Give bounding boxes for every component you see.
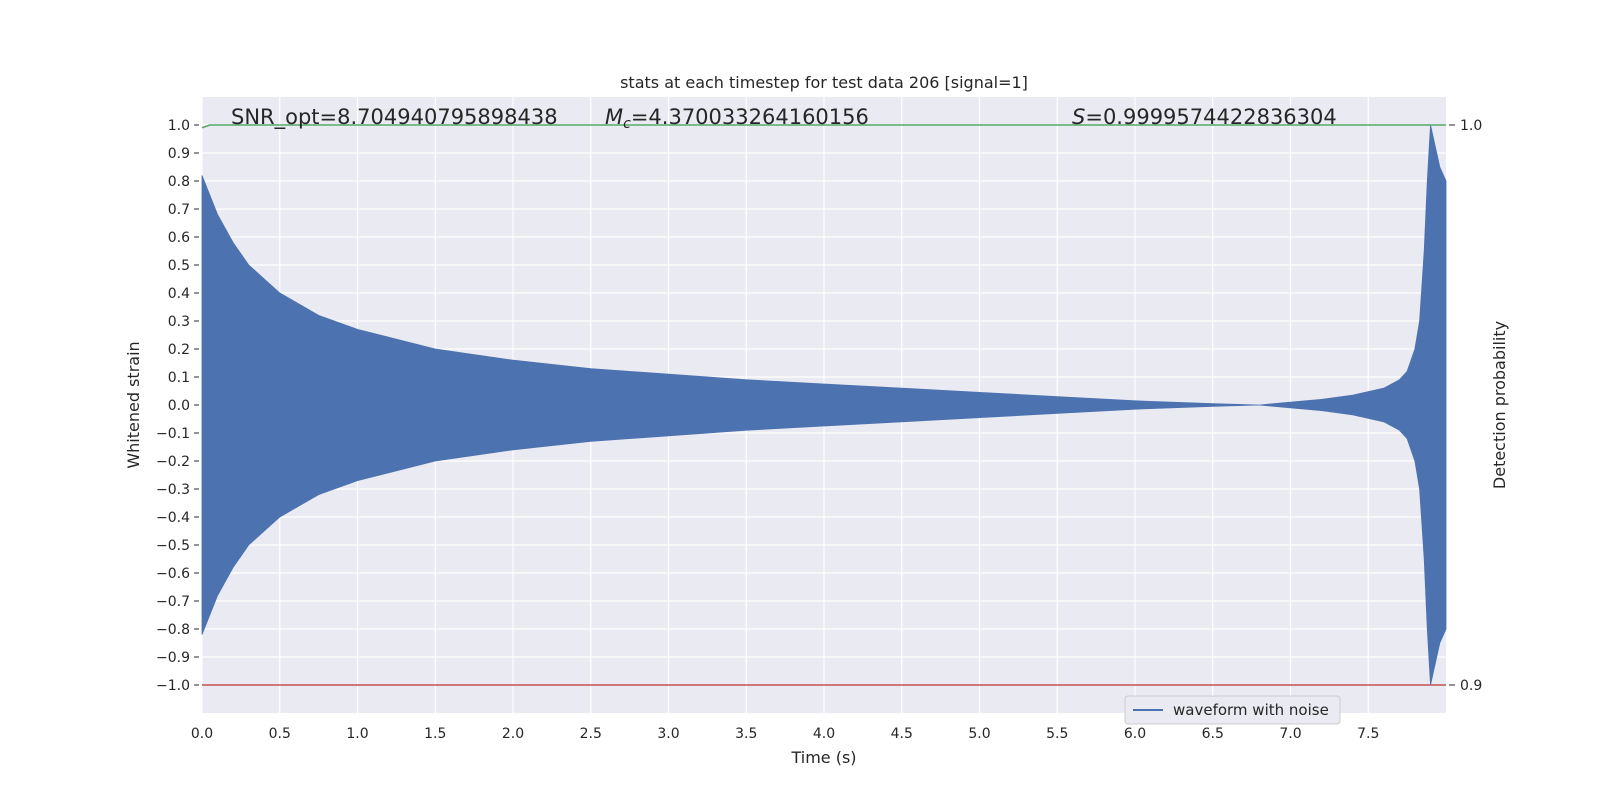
snr-annotation: SNR_opt=8.704940795898438 [231, 105, 558, 130]
x-tick-label: 5.0 [968, 726, 990, 742]
x-tick-label: 1.0 [346, 726, 368, 742]
x-tick-label: 5.5 [1046, 726, 1068, 742]
y-tick-label: 0.5 [168, 258, 190, 274]
x-tick-label: 0.5 [269, 726, 291, 742]
series-detection-probability [201, 124, 1446, 129]
legend-entry-waveform: waveform with noise [1173, 701, 1329, 719]
y2-tick-label: 1.0 [1460, 118, 1482, 134]
y-tick-label: −0.7 [156, 594, 190, 610]
x-tick-label: 2.5 [580, 726, 602, 742]
y-tick-label: 0.8 [168, 174, 190, 190]
y-axis-ticks: 1.0 0.9 0.8 0.7 0.6 0.5 0.4 0.3 0.2 0.1 0.0 −0.1 −0.… [156, 118, 199, 694]
y2-axis-ticks: 1.0 0.9 [1449, 118, 1482, 694]
x-tick-label: 7.5 [1357, 726, 1379, 742]
y-tick-label: −0.9 [156, 650, 190, 666]
y-tick-label: −0.4 [156, 510, 190, 526]
x-tick-label: 0.0 [191, 726, 213, 742]
y-tick-label: −0.8 [156, 622, 190, 638]
series-layer [201, 124, 1447, 686]
x-tick-label: 4.5 [891, 726, 913, 742]
y-tick-label: 0.2 [168, 342, 190, 358]
y-tick-label: 0.7 [168, 202, 190, 218]
x-axis-ticks: 0.0 0.5 1.0 1.5 2.0 2.5 3.0 3.5 4.0 4.5 5.0 5.5 6.0 6… [191, 726, 1380, 742]
y-tick-label: 0.3 [168, 314, 190, 330]
x-tick-label: 6.5 [1202, 726, 1224, 742]
y-tick-label: 0.1 [168, 370, 190, 386]
y-tick-label: 0.0 [168, 398, 190, 414]
legend-box [1124, 695, 1341, 725]
y-tick-label: −1.0 [156, 678, 190, 694]
series-waveform-with-noise [201, 124, 1447, 686]
x-axis-label: Time (s) [790, 748, 856, 767]
x-tick-label: 3.5 [735, 726, 757, 742]
y-tick-label: −0.6 [156, 566, 190, 582]
y-tick-label: −0.3 [156, 482, 190, 498]
stat-value: =0.9999574422836304 [1085, 105, 1336, 129]
y-tick-label: −0.1 [156, 426, 190, 442]
x-tick-label: 4.0 [813, 726, 835, 742]
stat-annotation: S=0.9999574422836304 [1072, 105, 1337, 129]
chirp-mass-symbol: M [605, 105, 623, 129]
x-tick-label: 3.0 [657, 726, 679, 742]
chirp-mass-subscript: c [623, 116, 631, 132]
y2-tick-label: 0.9 [1460, 678, 1482, 694]
y-axis-label: Whitened strain [124, 341, 143, 468]
y-tick-label: 0.6 [168, 230, 190, 246]
y-tick-label: −0.5 [156, 538, 190, 554]
chirp-mass-annotation: Mc=4.370033264160156 [605, 105, 869, 132]
x-tick-label: 6.0 [1124, 726, 1146, 742]
legend: waveform with noise [1124, 695, 1341, 725]
x-tick-label: 1.5 [424, 726, 446, 742]
y-tick-label: 1.0 [168, 118, 190, 134]
x-tick-label: 2.0 [502, 726, 524, 742]
chirp-mass-value: =4.370033264160156 [631, 105, 869, 129]
y-tick-label: −0.2 [156, 454, 190, 470]
y-tick-label: 0.9 [168, 146, 190, 162]
stat-symbol: S [1072, 105, 1085, 129]
y2-axis-label: Detection probability [1490, 321, 1509, 489]
chart-title: stats at each timestep for test data 206… [620, 73, 1028, 92]
x-tick-label: 7.0 [1279, 726, 1301, 742]
y-tick-label: 0.4 [168, 286, 190, 302]
